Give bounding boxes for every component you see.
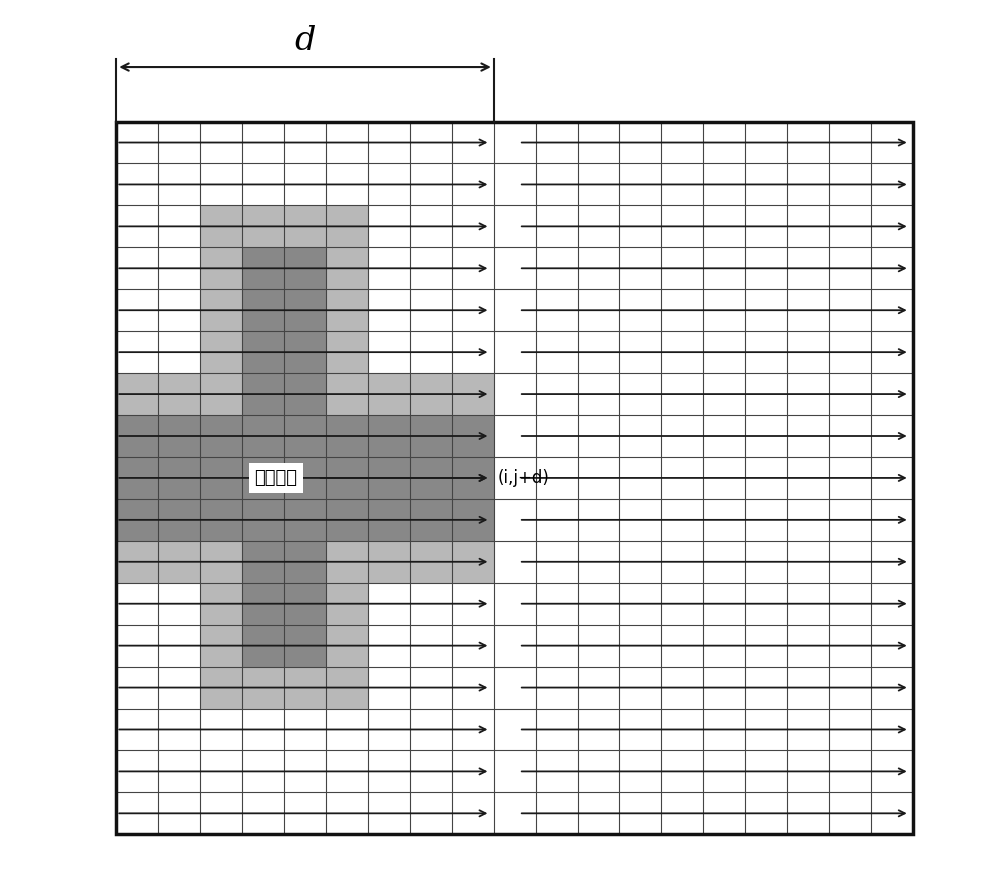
Bar bbox=[116, 373, 494, 582]
Bar bbox=[116, 121, 913, 835]
Bar bbox=[200, 206, 368, 709]
Bar bbox=[242, 248, 326, 666]
Text: 查询结束: 查询结束 bbox=[254, 469, 297, 487]
Bar bbox=[116, 415, 494, 541]
Text: d: d bbox=[294, 24, 316, 57]
Text: (i,j+d): (i,j+d) bbox=[498, 469, 550, 487]
